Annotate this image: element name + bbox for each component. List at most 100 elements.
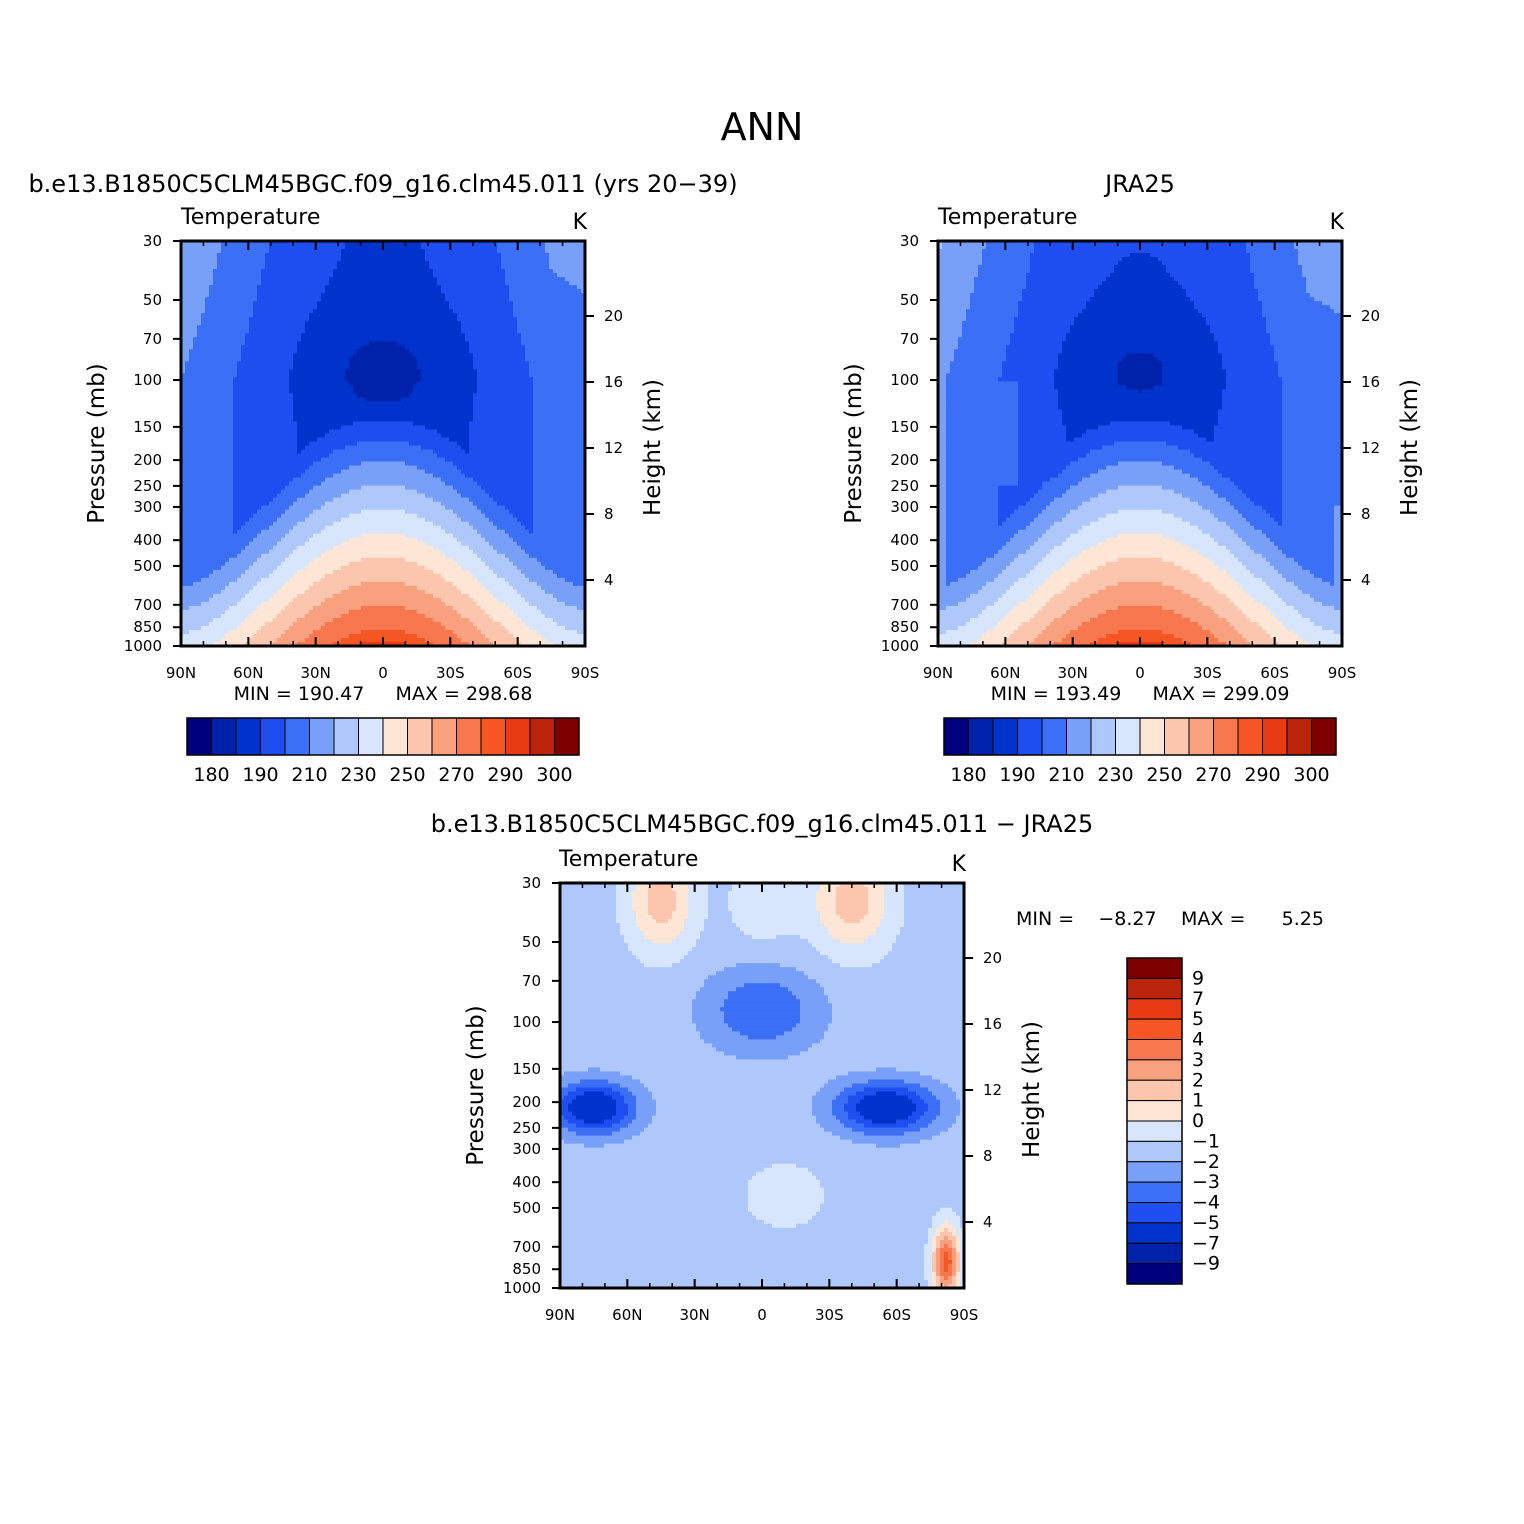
contour-cell [553, 345, 558, 350]
contour-cell [405, 269, 410, 274]
contour-cell [265, 409, 270, 415]
contour-cell [385, 405, 390, 411]
contour-cell [261, 261, 266, 266]
contour-cell [425, 365, 430, 370]
contour-cell [345, 381, 350, 386]
contour-cell [425, 289, 430, 294]
contour-cell [181, 341, 186, 346]
contour-cell [201, 373, 206, 378]
contour-cell [349, 301, 354, 306]
contour-cell [241, 429, 246, 435]
contour-cell [549, 389, 554, 394]
contour-cell [269, 273, 274, 278]
contour-cell [357, 397, 362, 402]
contour-cell [457, 381, 462, 386]
contour-cell [533, 265, 538, 270]
contour-cell [245, 313, 250, 318]
contour-cell [301, 249, 306, 254]
contour-cell [513, 269, 518, 274]
contour-cell [277, 413, 282, 419]
contour-cell [421, 333, 426, 338]
contour-cell [217, 301, 222, 306]
contour-cell [385, 289, 390, 294]
contour-cell [537, 245, 542, 250]
contour-cell [545, 265, 550, 270]
contour-cell [529, 349, 534, 354]
contour-cell [565, 265, 570, 270]
contour-cell [317, 265, 322, 270]
contour-cell [525, 397, 530, 402]
contour-cell [201, 301, 206, 306]
contour-cell [185, 405, 190, 411]
contour-cell [489, 265, 494, 270]
contour-cell [533, 369, 538, 374]
contour-cell [561, 337, 566, 342]
contour-cell [337, 357, 342, 362]
contour-cell [309, 345, 314, 350]
contour-cell [573, 261, 578, 266]
contour-cell [401, 377, 406, 382]
contour-cell [381, 333, 386, 338]
contour-cell [457, 345, 462, 350]
contour-cell [569, 413, 574, 419]
contour-cell [453, 309, 458, 314]
contour-cell [445, 285, 450, 290]
contour-cell [561, 393, 566, 398]
contour-cell [569, 345, 574, 350]
contour-cell [253, 241, 258, 246]
contour-cell [305, 365, 310, 370]
contour-cell [485, 337, 490, 342]
contour-cell [421, 341, 426, 346]
contour-cell [493, 349, 498, 354]
contour-cell [253, 261, 258, 266]
contour-cell [233, 261, 238, 266]
contour-cell [209, 277, 214, 282]
contour-cell [505, 313, 510, 318]
contour-cell [425, 269, 430, 274]
contour-cell [269, 281, 274, 286]
contour-cell [205, 345, 210, 350]
contour-cell [349, 317, 354, 322]
contour-cell [237, 369, 242, 374]
contour-cell [337, 305, 342, 310]
contour-cell [393, 377, 398, 382]
contour-cell [481, 369, 486, 374]
contour-cell [433, 345, 438, 350]
contour-cell [181, 365, 186, 370]
contour-cell [497, 301, 502, 306]
contour-cell [529, 417, 534, 423]
contour-cell [421, 349, 426, 354]
contour-cell [369, 409, 374, 415]
contour-cell [509, 337, 514, 342]
contour-cell [345, 413, 350, 419]
contour-cell [377, 249, 382, 254]
contour-cell [213, 353, 218, 358]
contour-cell [245, 433, 250, 439]
contour-cell [493, 333, 498, 338]
contour-cell [565, 317, 570, 322]
contour-cell [449, 389, 454, 394]
contour-cell [357, 365, 362, 370]
contour-cell [413, 345, 418, 350]
contour-cell [233, 341, 238, 346]
contour-cell [357, 401, 362, 407]
contour-cell [453, 257, 458, 262]
contour-cell [197, 265, 202, 270]
contour-cell [277, 305, 282, 310]
contour-cell [433, 425, 438, 431]
contour-cell [237, 289, 242, 294]
contour-cell [461, 349, 466, 354]
contour-cell [389, 285, 394, 290]
contour-cell [565, 353, 570, 358]
contour-cell [497, 245, 502, 250]
contour-cell [389, 281, 394, 286]
contour-cell [369, 421, 374, 427]
contour-cell [345, 425, 350, 431]
contour-cell [237, 277, 242, 282]
contour-cell [533, 317, 538, 322]
contour-cell [301, 305, 306, 310]
contour-cell [533, 409, 538, 415]
contour-cell [441, 281, 446, 286]
contour-cell [213, 325, 218, 330]
contour-cell [441, 357, 446, 362]
